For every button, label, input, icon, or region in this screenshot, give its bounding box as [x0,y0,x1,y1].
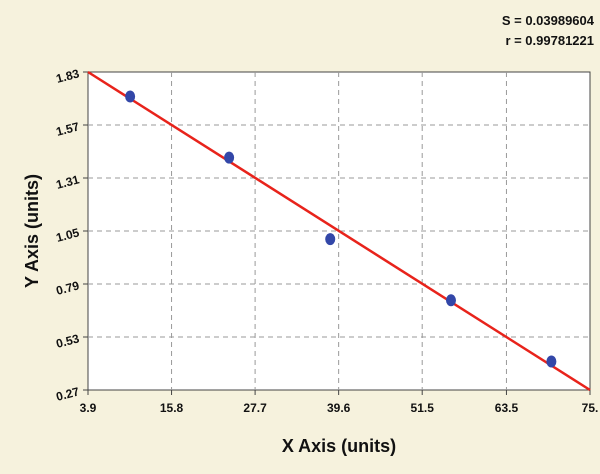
x-tick-label: 39.6 [327,401,351,415]
y-tick-label: 1.31 [55,172,81,192]
x-tick-label: 3.9 [80,401,97,415]
x-tick-label: 27.7 [243,401,267,415]
x-tick-label: 63.5 [495,401,519,415]
y-tick-label: 1.05 [55,225,81,245]
y-tick-label: 1.83 [55,66,81,86]
y-tick-label: 0.79 [55,278,81,298]
y-tick-label: 0.53 [55,331,81,351]
data-point [445,294,456,307]
x-tick-label: 75. [582,401,599,415]
data-point [325,233,336,246]
y-tick-label: 1.57 [55,119,81,139]
x-tick-label: 15.8 [160,401,184,415]
x-tick-label: 51.5 [411,401,435,415]
y-axis-label: Y Axis (units) [22,174,42,288]
annotation: S = 0.03989604 [502,13,595,28]
fit-line [87,70,591,392]
x-axis-label: X Axis (units) [282,436,396,456]
data-point [546,355,557,368]
y-tick-label: 0.27 [55,384,81,404]
data-point [224,151,235,164]
annotation: r = 0.99781221 [505,33,594,48]
data-point [125,90,136,103]
